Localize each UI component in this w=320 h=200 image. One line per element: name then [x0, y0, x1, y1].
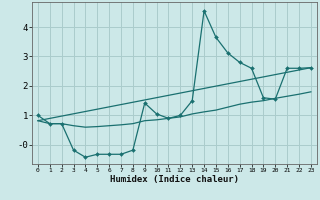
X-axis label: Humidex (Indice chaleur): Humidex (Indice chaleur)	[110, 175, 239, 184]
